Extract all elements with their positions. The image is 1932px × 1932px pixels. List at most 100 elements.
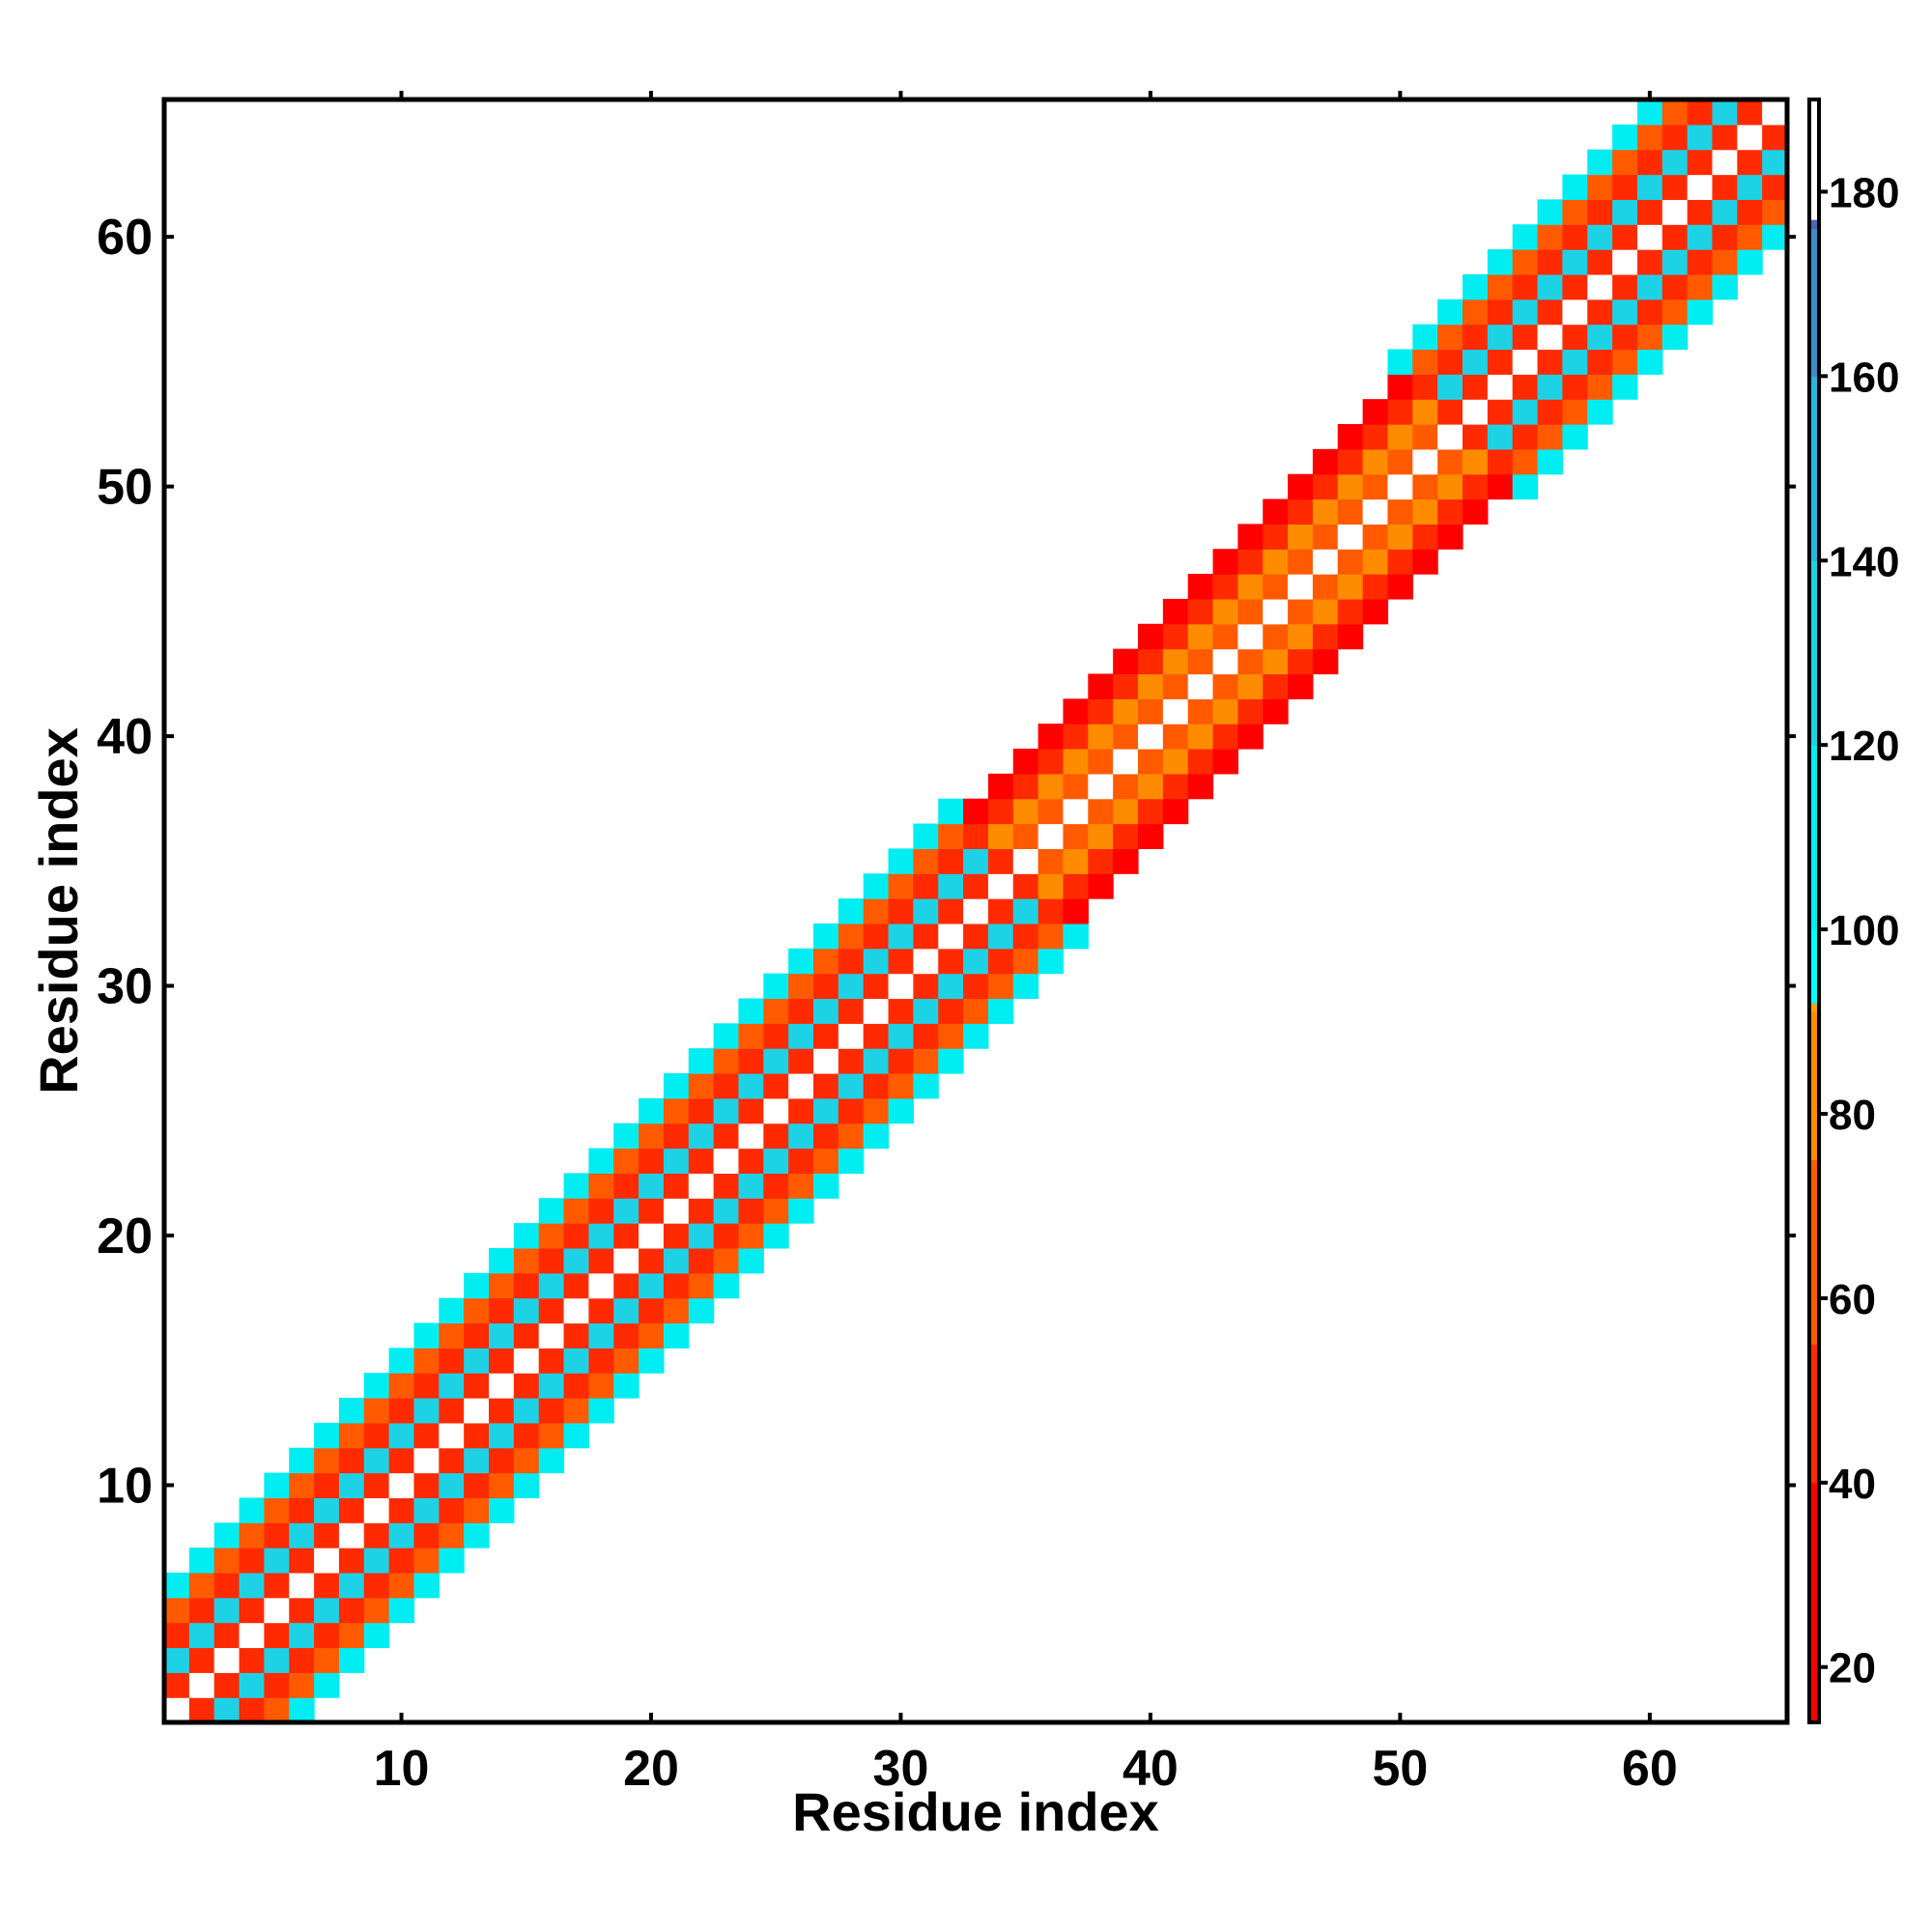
heatmap-cell: [838, 1148, 865, 1174]
heatmap-cell: [1487, 298, 1514, 326]
heatmap-cell: [1387, 448, 1413, 475]
heatmap-cell: [938, 873, 964, 899]
heatmap-cell: [938, 973, 964, 1000]
heatmap-cell: [588, 1223, 614, 1249]
heatmap-cell: [1636, 224, 1663, 250]
colorbar-tick-label: 20: [1829, 1645, 1876, 1692]
heatmap-cell: [738, 1122, 764, 1150]
heatmap-cell: [963, 998, 989, 1024]
heatmap-cell: [888, 973, 914, 1000]
heatmap-cell: [213, 1647, 241, 1673]
heatmap-cell: [888, 848, 914, 874]
heatmap-cell: [863, 923, 890, 950]
heatmap-cell: [413, 1373, 440, 1399]
heatmap-cell: [963, 948, 989, 975]
heatmap-cell: [1587, 199, 1613, 225]
heatmap-cell: [1263, 648, 1289, 675]
heatmap-cell: [513, 1247, 540, 1274]
heatmap-cell: [588, 1272, 614, 1299]
heatmap-cell: [639, 1322, 665, 1349]
heatmap-cell: [1437, 399, 1463, 425]
heatmap-cell: [813, 1173, 839, 1199]
heatmap-cell: [413, 1422, 440, 1449]
heatmap-cell: [1687, 99, 1714, 126]
heatmap-cell: [1162, 798, 1189, 825]
heatmap-cell: [713, 1272, 740, 1299]
heatmap-cell: [1412, 473, 1438, 500]
heatmap-cell: [289, 1522, 315, 1548]
colorbar-segment: [1809, 1159, 1819, 1346]
heatmap-cell: [813, 1048, 839, 1074]
heatmap-cell: [838, 948, 865, 975]
heatmap-cell: [938, 848, 964, 874]
heatmap-cell: [663, 1122, 690, 1150]
heatmap-cell: [1687, 249, 1714, 275]
heatmap-cell: [1437, 324, 1463, 351]
heatmap-cell: [1362, 549, 1389, 575]
heatmap-cell: [1037, 823, 1065, 849]
heatmap-cell: [489, 1447, 515, 1474]
heatmap-cell: [1662, 249, 1689, 275]
heatmap-cell: [963, 848, 989, 874]
heatmap-cell: [938, 923, 964, 950]
heatmap-cell: [1437, 349, 1463, 375]
x-tick-label: 30: [873, 1741, 929, 1797]
x-tick-label: 10: [374, 1741, 430, 1797]
colorbar-tick-label: 100: [1829, 907, 1899, 954]
heatmap-cell: [938, 1048, 964, 1074]
heatmap-cell: [1612, 174, 1638, 200]
heatmap-cell: [513, 1272, 540, 1299]
heatmap-cell: [639, 1272, 665, 1299]
heatmap-cell: [1463, 498, 1489, 525]
heatmap-cell: [1088, 698, 1114, 724]
heatmap-cell: [1288, 549, 1314, 575]
heatmap-cell: [213, 1522, 241, 1548]
heatmap-cell: [713, 1023, 740, 1049]
colorbar-segment: [1809, 1482, 1819, 1723]
heatmap-cell: [1237, 524, 1264, 550]
heatmap-cell: [1263, 549, 1289, 575]
heatmap-cell: [1562, 224, 1588, 250]
heatmap-cell: [1662, 324, 1689, 351]
heatmap-cell: [538, 1348, 565, 1374]
heatmap-cell: [1687, 149, 1714, 176]
heatmap-cell: [713, 1223, 740, 1249]
heatmap-cell: [338, 1398, 365, 1424]
heatmap-cell: [1212, 749, 1238, 775]
heatmap-cell: [1088, 873, 1114, 899]
heatmap-cell: [188, 1548, 215, 1574]
heatmap-cell: [338, 1622, 365, 1649]
heatmap-cell: [464, 1297, 490, 1324]
heatmap-cell: [863, 1122, 890, 1150]
heatmap-cell: [1587, 349, 1613, 375]
heatmap-cell: [1412, 498, 1438, 525]
heatmap-cell: [563, 1322, 589, 1349]
heatmap-cell: [1437, 473, 1463, 500]
heatmap-cell: [489, 1247, 515, 1274]
heatmap-cell: [1537, 249, 1563, 275]
heatmap-cell: [1463, 349, 1489, 375]
heatmap-cell: [338, 1422, 365, 1449]
heatmap-cell: [489, 1272, 515, 1299]
heatmap-cell: [563, 1422, 589, 1449]
heatmap-cell: [413, 1472, 440, 1498]
heatmap-cell: [1487, 324, 1514, 351]
heatmap-cell: [987, 973, 1014, 1000]
heatmap-cell: [1537, 199, 1563, 225]
heatmap-cell: [1437, 448, 1463, 475]
heatmap-cell: [1412, 424, 1438, 450]
heatmap-cell: [713, 1122, 740, 1150]
heatmap-cell: [1687, 224, 1714, 250]
heatmap-cell: [1562, 199, 1588, 225]
heatmap-cell: [513, 1472, 540, 1498]
heatmap-cell: [188, 1647, 215, 1673]
heatmap-cell: [1387, 498, 1413, 525]
heatmap-cell: [1463, 448, 1489, 475]
heatmap-cell: [538, 1398, 565, 1424]
heatmap-cell: [538, 1422, 565, 1449]
heatmap-cell: [314, 1672, 340, 1698]
heatmap-cell: [538, 1223, 565, 1249]
heatmap-cell: [1012, 923, 1039, 950]
heatmap-cell: [1512, 424, 1539, 450]
heatmap-cell: [563, 1223, 589, 1249]
